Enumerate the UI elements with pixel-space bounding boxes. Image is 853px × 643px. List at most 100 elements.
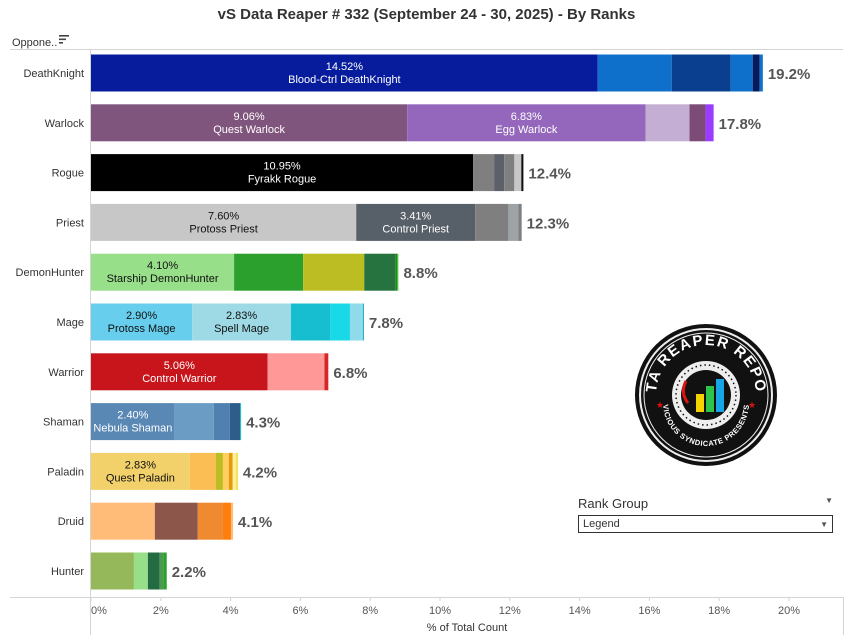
rank-group-select[interactable]: Legend ▼ <box>578 515 833 533</box>
category-label: Warlock <box>45 118 85 130</box>
svg-text:★: ★ <box>656 400 664 410</box>
bar-segment[interactable] <box>215 452 223 490</box>
filter-title: Rank Group <box>578 496 649 511</box>
bar-segment[interactable] <box>508 203 519 241</box>
bar-segment[interactable] <box>475 203 509 241</box>
bar-segment[interactable] <box>229 403 241 441</box>
segment-value-label: 2.40% <box>117 410 148 422</box>
bar-segment[interactable] <box>147 552 160 590</box>
bar-segment[interactable] <box>228 452 233 490</box>
bar-segment[interactable] <box>91 502 155 540</box>
bar-segment[interactable] <box>192 303 291 341</box>
bar-segment[interactable] <box>514 154 522 192</box>
bar-segment[interactable] <box>232 452 236 490</box>
bar-segment[interactable] <box>330 303 350 341</box>
bar-segment[interactable] <box>91 403 175 441</box>
filter-menu-icon[interactable]: ▼ <box>825 496 833 505</box>
bar-segment[interactable] <box>91 353 268 391</box>
bar-segment[interactable] <box>705 104 714 142</box>
bar-total-label: 12.4% <box>528 166 571 183</box>
x-tick-label: 8% <box>362 605 378 617</box>
bar-segment[interactable] <box>222 452 229 490</box>
bar-segment[interactable] <box>91 452 190 490</box>
bar-segment[interactable] <box>174 403 214 441</box>
bar-segment[interactable] <box>197 502 223 540</box>
bar-segment[interactable] <box>303 253 365 291</box>
bar-segment[interactable] <box>395 253 398 291</box>
bar-segment[interactable] <box>689 104 706 142</box>
bar-segment[interactable] <box>235 452 238 490</box>
bar-total-label: 6.8% <box>333 365 367 382</box>
bar-segment[interactable] <box>645 104 690 142</box>
category-label: Warrior <box>48 367 84 379</box>
x-tick-label: 6% <box>292 605 308 617</box>
rank-group-filter: Rank Group ▼ Legend ▼ <box>578 496 833 533</box>
x-tick-label: 2% <box>153 605 169 617</box>
bar-segment[interactable] <box>91 552 134 590</box>
segment-value-label: 2.90% <box>126 310 157 322</box>
bar-total-label: 2.2% <box>172 564 206 581</box>
bar-segment[interactable] <box>290 303 331 341</box>
bar-segment[interactable] <box>91 203 357 241</box>
bar-segment[interactable] <box>671 54 731 92</box>
bar-segment[interactable] <box>154 502 198 540</box>
x-tick-label: 20% <box>778 605 800 617</box>
row-header-label[interactable]: Oppone.. <box>12 37 57 49</box>
bar-segment[interactable] <box>730 54 753 92</box>
bar-segment[interactable] <box>349 303 363 341</box>
segment-value-label: 9.06% <box>233 111 264 123</box>
bar-segment[interactable] <box>222 502 231 540</box>
bar-segment[interactable] <box>521 154 524 192</box>
bar-segment[interactable] <box>91 154 474 192</box>
bar-segment[interactable] <box>213 403 230 441</box>
bar-segment[interactable] <box>91 253 235 291</box>
bar-total-label: 4.3% <box>246 415 280 432</box>
segment-deck-label: Protoss Priest <box>189 223 257 235</box>
x-tick-label: 12% <box>499 605 521 617</box>
x-tick-label: 0% <box>91 605 107 617</box>
segment-deck-label: Control Priest <box>382 223 449 235</box>
bar-segment[interactable] <box>759 54 763 92</box>
bar-segment[interactable] <box>397 253 399 291</box>
bar-segment[interactable] <box>189 452 216 490</box>
chevron-down-icon: ▼ <box>820 519 828 529</box>
category-label: DeathKnight <box>23 68 84 80</box>
bar-segment[interactable] <box>91 54 598 92</box>
bar-segment[interactable] <box>518 203 522 241</box>
bar-segment[interactable] <box>133 552 148 590</box>
bar-segment[interactable] <box>473 154 495 192</box>
bar-segment[interactable] <box>230 502 234 540</box>
bar-total-label: 4.1% <box>238 514 272 531</box>
bar-segment[interactable] <box>407 104 646 142</box>
bar-segment[interactable] <box>91 104 408 142</box>
segment-value-label: 5.06% <box>164 360 195 372</box>
segment-value-label: 6.83% <box>511 111 542 123</box>
x-tick-label: 14% <box>569 605 591 617</box>
bar-segment[interactable] <box>163 552 167 590</box>
category-label: Priest <box>56 217 84 229</box>
bar-segment[interactable] <box>362 303 364 341</box>
bar-total-label: 8.8% <box>403 265 437 282</box>
bar-segment[interactable] <box>494 154 505 192</box>
bar-segment[interactable] <box>159 552 164 590</box>
bar-total-label: 7.8% <box>369 315 403 332</box>
segment-deck-label: Quest Paladin <box>106 472 175 484</box>
sort-icon[interactable] <box>59 35 69 44</box>
bar-segment[interactable] <box>597 54 672 92</box>
bar-segment[interactable] <box>324 353 329 391</box>
segment-value-label: 14.52% <box>326 61 364 73</box>
x-tick-label: 16% <box>638 605 660 617</box>
segment-deck-label: Fyrakk Rogue <box>248 174 316 186</box>
bar-segment[interactable] <box>504 154 515 192</box>
bar-segment[interactable] <box>240 403 242 441</box>
bar-segment[interactable] <box>364 253 396 291</box>
bar-segment[interactable] <box>752 54 760 92</box>
selected-value: Legend <box>583 518 620 530</box>
bar-segment[interactable] <box>267 353 325 391</box>
segment-value-label: 2.83% <box>125 459 156 471</box>
bar-total-label: 17.8% <box>719 116 762 133</box>
category-label: Paladin <box>47 466 84 478</box>
bar-segment[interactable] <box>91 303 193 341</box>
bar-segment[interactable] <box>356 203 476 241</box>
bar-segment[interactable] <box>234 253 304 291</box>
